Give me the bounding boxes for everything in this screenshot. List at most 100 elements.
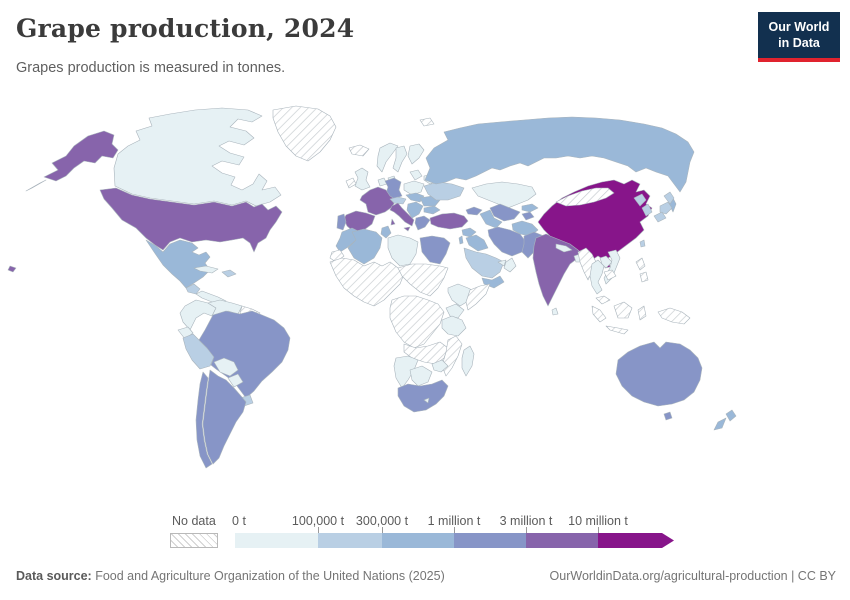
legend-no-data-swatch[interactable] (170, 533, 218, 548)
legend-bin-2[interactable] (382, 533, 454, 548)
country-syria[interactable] (461, 227, 477, 238)
country-portugal[interactable] (336, 213, 347, 231)
country-zimbabwe[interactable] (431, 359, 449, 373)
country-tanzania[interactable] (441, 315, 467, 337)
country-lesotho[interactable] (423, 397, 430, 404)
country-brazil[interactable] (198, 310, 291, 399)
legend-bin-4[interactable] (526, 533, 598, 548)
country-bolivia[interactable] (213, 357, 239, 377)
central-africa[interactable] (389, 295, 445, 349)
country-colombia[interactable] (179, 299, 217, 331)
philippines-luzon[interactable] (635, 257, 646, 271)
country-algeria[interactable] (347, 228, 383, 265)
country-somalia[interactable] (465, 283, 491, 311)
country-poland[interactable] (403, 180, 425, 196)
country-sweden[interactable] (392, 145, 408, 173)
country-guatemala[interactable] (185, 283, 201, 295)
country-norway[interactable] (376, 142, 399, 173)
country-paraguay[interactable] (227, 373, 244, 388)
legend-bin-5[interactable] (598, 533, 674, 548)
country-hispaniola[interactable] (221, 269, 237, 278)
japan-kyushu[interactable] (653, 211, 667, 223)
country-mexico[interactable] (145, 239, 211, 289)
country-laos[interactable] (599, 255, 613, 269)
country-cuba[interactable] (193, 265, 219, 274)
credit-link[interactable]: OurWorldinData.org/agricultural-producti… (549, 569, 836, 583)
balkans[interactable] (406, 201, 424, 219)
country-usa[interactable] (99, 187, 283, 253)
country-kazakhstan[interactable] (471, 181, 537, 209)
country-uzbekistan[interactable] (489, 203, 521, 222)
country-south-korea[interactable] (641, 203, 653, 217)
country-mozambique[interactable] (441, 335, 463, 377)
caucasus[interactable] (465, 206, 483, 216)
levant[interactable] (458, 235, 464, 245)
country-turkey[interactable] (429, 212, 469, 230)
country-libya[interactable] (387, 234, 419, 267)
country-ireland[interactable] (345, 177, 357, 189)
indonesia-borneo[interactable] (613, 301, 633, 319)
legend-bin-3[interactable] (454, 533, 526, 548)
baltic-states[interactable] (409, 169, 423, 181)
country-namibia[interactable] (393, 355, 419, 389)
country-botswana[interactable] (409, 365, 433, 387)
hawaii-usa[interactable] (7, 265, 17, 273)
country-thailand[interactable] (589, 259, 605, 295)
country-tunisia[interactable] (380, 225, 392, 239)
country-cambodia[interactable] (603, 269, 617, 281)
new-zealand-south[interactable] (713, 417, 727, 431)
sardinia-italy[interactable] (390, 218, 396, 226)
legend-bin-0[interactable] (235, 533, 318, 548)
country-argentina[interactable] (202, 369, 247, 465)
country-canada[interactable] (113, 107, 282, 207)
country-south-africa[interactable] (397, 379, 449, 413)
owid-logo[interactable]: Our World in Data (758, 12, 840, 62)
country-kenya[interactable] (445, 303, 465, 319)
indonesia-sulawesi[interactable] (637, 305, 647, 321)
sudan-chad[interactable] (397, 263, 449, 297)
country-tajikistan[interactable] (521, 211, 535, 221)
country-spain[interactable] (343, 210, 376, 233)
legend-bin-1[interactable] (318, 533, 382, 548)
country-kyrgyzstan[interactable] (521, 203, 539, 213)
country-australia[interactable] (615, 341, 703, 407)
country-russia[interactable] (424, 116, 695, 193)
country-north-korea[interactable] (633, 193, 647, 207)
country-madagascar[interactable] (461, 345, 475, 377)
country-germany[interactable] (384, 177, 403, 200)
country-taiwan[interactable] (639, 239, 646, 248)
country-italy[interactable] (389, 202, 415, 227)
country-sri-lanka[interactable] (551, 307, 559, 316)
philippines-mindanao[interactable] (639, 271, 649, 283)
new-zealand-north[interactable] (725, 409, 737, 422)
country-turkmenistan[interactable] (479, 209, 503, 229)
japan-honshu[interactable] (659, 201, 673, 215)
country-greece[interactable] (414, 215, 431, 231)
country-finland[interactable] (407, 143, 425, 165)
country-uae[interactable] (497, 259, 507, 267)
aleutian-islands[interactable] (25, 179, 47, 192)
country-chile[interactable] (195, 371, 213, 469)
country-greenland[interactable] (272, 105, 337, 162)
country-oman[interactable] (503, 257, 517, 273)
japan-hokkaido[interactable] (663, 191, 675, 205)
west-africa[interactable] (329, 257, 405, 307)
country-iceland[interactable] (348, 144, 370, 157)
country-saudi-arabia[interactable] (463, 247, 505, 279)
indonesia-java[interactable] (605, 325, 629, 335)
sicily-italy[interactable] (403, 226, 411, 232)
country-nepal[interactable] (555, 243, 573, 253)
switzerland-austria[interactable] (389, 196, 407, 205)
country-alaska-usa[interactable] (43, 130, 119, 182)
country-iraq[interactable] (465, 234, 489, 252)
country-ecuador[interactable] (177, 326, 194, 340)
country-united-kingdom[interactable] (354, 167, 371, 191)
country-papua-new-guinea[interactable] (657, 307, 691, 325)
indonesia-sumatra[interactable] (591, 305, 607, 323)
country-bulgaria[interactable] (423, 205, 441, 215)
tasmania-australia[interactable] (663, 411, 673, 421)
country-egypt[interactable] (419, 235, 451, 265)
svalbard[interactable] (419, 117, 435, 127)
country-mongolia[interactable] (555, 187, 615, 207)
country-malaysia[interactable] (595, 295, 611, 305)
